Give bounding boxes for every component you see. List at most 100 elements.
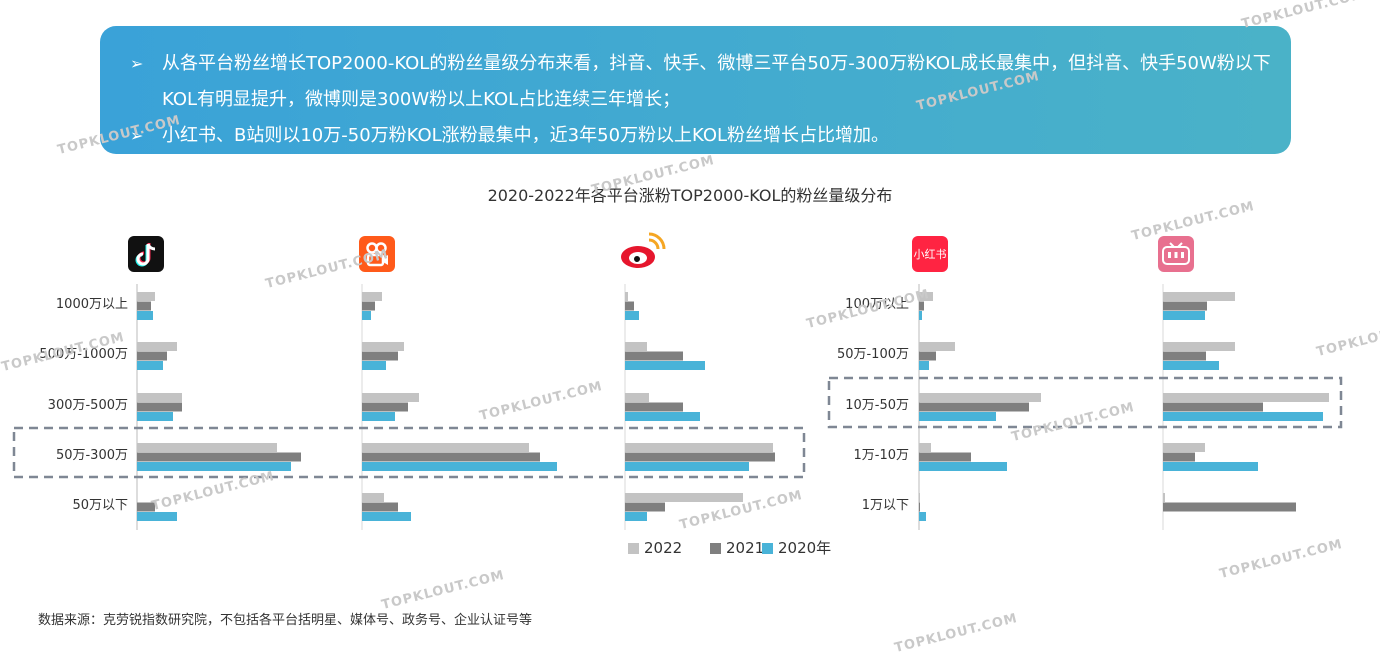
summary-text-2: 小红书、B站则以10万-50万粉KOL涨粉最集中，近3年50万粉以上KOL粉丝增… <box>162 125 890 146</box>
summary-text-1: 从各平台粉丝增长TOP2000-KOL的粉丝量级分布来看，抖音、快手、微博三平台… <box>162 53 1271 110</box>
bar-2021 <box>137 502 155 512</box>
bar-2021 <box>1163 452 1195 462</box>
data-source-note: 数据来源：克劳锐指数研究院，不包括各平台括明星、媒体号、政务号、企业认证号等 <box>38 613 533 628</box>
legend-label-2020: 2020年 <box>778 539 832 557</box>
bar-2022 <box>362 493 384 502</box>
bar-2020 <box>625 412 700 421</box>
legend-label-2021: 2021 <box>726 539 765 557</box>
bar-2021 <box>1163 351 1206 361</box>
douyin-logo-icon <box>128 236 164 272</box>
bar-2021 <box>625 301 634 311</box>
bar-2020 <box>137 361 163 370</box>
bar-2022 <box>362 393 419 402</box>
bar-2021 <box>1163 502 1296 512</box>
bar-2022 <box>919 493 920 502</box>
category-label: 1000万以上 <box>56 297 128 312</box>
bar-2020 <box>1163 361 1219 370</box>
bar-2022 <box>137 342 177 351</box>
bar-2021 <box>919 402 1029 412</box>
bar-2020 <box>1163 462 1258 471</box>
bar-2021 <box>362 402 408 412</box>
category-label: 50万-300万 <box>56 448 128 463</box>
bar-2022 <box>362 292 382 301</box>
bar-2020 <box>362 412 395 421</box>
bar-2020 <box>919 412 996 421</box>
highlight-box <box>12 426 806 479</box>
bar-2021 <box>625 452 775 462</box>
bar-2020 <box>625 512 647 521</box>
bullet-arrow-icon: ➢ <box>130 54 144 73</box>
bar-2022 <box>625 493 743 502</box>
bar-2020 <box>137 311 153 320</box>
bar-2022 <box>919 292 933 301</box>
bar-2020 <box>625 361 705 370</box>
bar-2021 <box>137 351 167 361</box>
weibo-logo-icon <box>618 232 666 272</box>
bar-2020 <box>137 412 173 421</box>
category-label: 1万以下 <box>862 498 909 513</box>
bar-2022 <box>137 393 182 402</box>
bar-2022 <box>1163 443 1205 452</box>
legend-swatch-2021 <box>710 543 721 554</box>
category-label: 50万以下 <box>72 498 128 513</box>
bar-2020 <box>1163 412 1323 421</box>
bar-2022 <box>1163 292 1235 301</box>
bar-2021 <box>362 351 398 361</box>
bar-2022 <box>625 342 647 351</box>
bar-2021 <box>362 452 540 462</box>
kuaishou-logo-icon <box>359 236 395 272</box>
bilibili-logo-icon <box>1158 236 1194 272</box>
bar-2022 <box>362 443 529 452</box>
legend-label-2022: 2022 <box>644 539 683 557</box>
bar-2020 <box>362 512 411 521</box>
bar-2021 <box>1163 301 1207 311</box>
bar-2020 <box>362 311 371 320</box>
bar-2021 <box>625 351 683 361</box>
legend-swatch-2020 <box>762 543 773 554</box>
category-label: 100万以上 <box>845 297 909 312</box>
bar-2021 <box>919 351 936 361</box>
bar-2020 <box>625 462 749 471</box>
bar-2022 <box>137 443 277 452</box>
bar-2021 <box>362 301 375 311</box>
xiaohongshu-logo-text: 小红书 <box>914 248 947 261</box>
bar-2020 <box>362 361 386 370</box>
bar-2020 <box>137 512 177 521</box>
legend-swatch-2022 <box>628 543 639 554</box>
bar-2020 <box>919 462 1007 471</box>
bar-2021 <box>919 301 924 311</box>
bar-2021 <box>625 502 665 512</box>
bar-2020 <box>919 311 922 320</box>
bar-2020 <box>919 361 929 370</box>
bar-2022 <box>1163 393 1329 402</box>
category-label: 300万-500万 <box>48 398 128 413</box>
bar-2022 <box>137 292 155 301</box>
bar-2022 <box>625 292 628 301</box>
bar-2021 <box>137 452 301 462</box>
bar-2022 <box>625 393 649 402</box>
bar-2022 <box>362 342 404 351</box>
bullet-arrow-icon: ➢ <box>130 126 144 145</box>
bar-2020 <box>362 462 557 471</box>
category-label: 1万-10万 <box>853 448 909 463</box>
bar-2021 <box>137 402 182 412</box>
bar-2020 <box>1163 311 1205 320</box>
highlight-box <box>827 376 1343 429</box>
bar-2022 <box>919 342 955 351</box>
bar-2021 <box>919 452 971 462</box>
bar-2020 <box>137 462 291 471</box>
bar-2022 <box>919 443 931 452</box>
bar-2022 <box>919 393 1041 402</box>
category-label: 50万-100万 <box>837 347 909 362</box>
bar-2022 <box>1163 493 1165 502</box>
bar-2020 <box>625 311 639 320</box>
bar-2021 <box>362 502 398 512</box>
chart-title: 2020-2022年各平台涨粉TOP2000-KOL的粉丝量级分布 <box>487 186 893 205</box>
bar-2021 <box>625 402 683 412</box>
category-label: 500万-1000万 <box>39 347 128 362</box>
bar-2021 <box>137 301 151 311</box>
bar-2022 <box>1163 342 1235 351</box>
xiaohongshu-logo-icon: 小红书 <box>912 236 948 272</box>
bar-2021 <box>919 502 920 512</box>
